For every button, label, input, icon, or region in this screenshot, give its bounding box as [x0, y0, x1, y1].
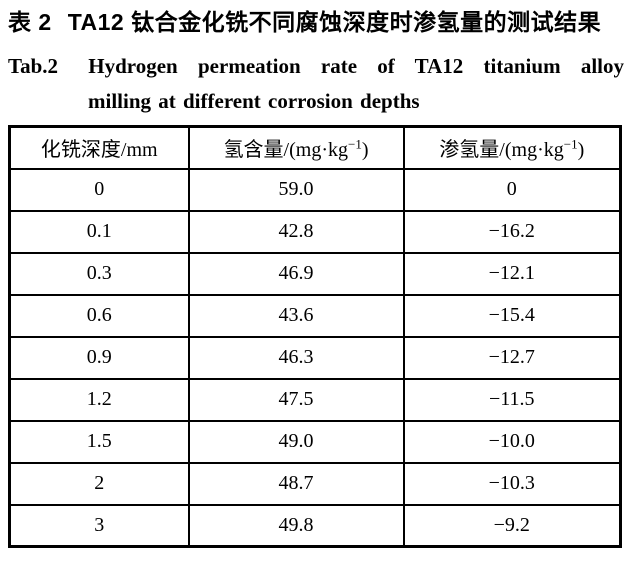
cell-hydrogen-content: 46.9 [187, 251, 405, 296]
cell-depth: 2 [8, 461, 190, 506]
cell-permeation: −10.0 [402, 419, 622, 464]
cell-depth: 0.1 [8, 209, 190, 254]
cell-permeation: −9.2 [402, 503, 622, 548]
cell-depth: 1.2 [8, 377, 190, 422]
cell-permeation: −12.1 [402, 251, 622, 296]
table-number-zh: 表 2 [8, 9, 52, 35]
col-header-hydrogen-content: 氢含量/(mg·kg−1) [187, 125, 405, 170]
cell-hydrogen-content: 49.8 [187, 503, 405, 548]
table-row: 1.2 47.5 −11.5 [8, 377, 622, 422]
cell-hydrogen-content: 46.3 [187, 335, 405, 380]
col-header-text: 氢含量/(mg·kg [223, 139, 348, 162]
table-caption-en-text: Hydrogen permeation rate of TA12 titaniu… [88, 54, 624, 78]
col-header-permeation-amount: 渗氢量/(mg·kg−1) [402, 125, 622, 170]
col-header-superscript: −1 [348, 136, 362, 152]
table-row: 0.3 46.9 −12.1 [8, 251, 622, 296]
cell-permeation: −15.4 [402, 293, 622, 338]
col-header-text-close: ) [577, 139, 585, 162]
table-row: 0.6 43.6 −15.4 [8, 293, 622, 338]
col-header-text: 渗氢量/(mg·kg [439, 139, 564, 162]
cell-permeation: 0 [402, 167, 622, 212]
table-caption-zh: 表 2 TA12 钛合金化铣不同腐蚀深度时渗氢量的测试结果 [8, 7, 624, 37]
table-row: 0 59.0 0 [8, 167, 622, 212]
header-row: 化铣深度/mm 氢含量/(mg·kg−1) 渗氢量/(mg·kg−1) [8, 125, 622, 170]
cell-permeation: −12.7 [402, 335, 622, 380]
cell-depth: 0 [8, 167, 190, 212]
cell-permeation: −16.2 [402, 209, 622, 254]
table-caption-en-line2: milling at different corrosion depths [88, 89, 420, 113]
cell-depth: 0.6 [8, 293, 190, 338]
table-row: 0.9 46.3 −12.7 [8, 335, 622, 380]
cell-depth: 0.3 [8, 251, 190, 296]
cell-depth: 1.5 [8, 419, 190, 464]
table-row: 2 48.7 −10.3 [8, 461, 622, 506]
col-header-superscript: −1 [563, 136, 578, 152]
cell-hydrogen-content: 47.5 [187, 377, 405, 422]
col-header-milling-depth: 化铣深度/mm [8, 125, 190, 170]
data-table: 化铣深度/mm 氢含量/(mg·kg−1) 渗氢量/(mg·kg−1) 0 59… [8, 125, 622, 548]
col-header-text: 化铣深度/mm [40, 139, 158, 162]
cell-permeation: −11.5 [402, 377, 622, 422]
cell-permeation: −10.3 [402, 461, 622, 506]
cell-hydrogen-content: 43.6 [187, 293, 405, 338]
cell-depth: 3 [8, 503, 190, 548]
cell-hydrogen-content: 42.8 [187, 209, 405, 254]
cell-depth: 0.9 [8, 335, 190, 380]
table-row: 1.5 49.0 −10.0 [8, 419, 622, 464]
table-row: 0.1 42.8 −16.2 [8, 209, 622, 254]
cell-hydrogen-content: 49.0 [187, 419, 405, 464]
cell-hydrogen-content: 48.7 [187, 461, 405, 506]
table-number-en: Tab.2 [8, 54, 59, 78]
table-caption-en-line1: Tab.2 Hydrogen permeation rate of TA12 t… [8, 50, 624, 82]
table-caption-zh-text: TA12 钛合金化铣不同腐蚀深度时渗氢量的测试结果 [67, 9, 602, 35]
col-header-text-close: ) [361, 139, 369, 162]
table-row: 3 49.8 −9.2 [8, 503, 622, 548]
cell-hydrogen-content: 59.0 [187, 167, 405, 212]
